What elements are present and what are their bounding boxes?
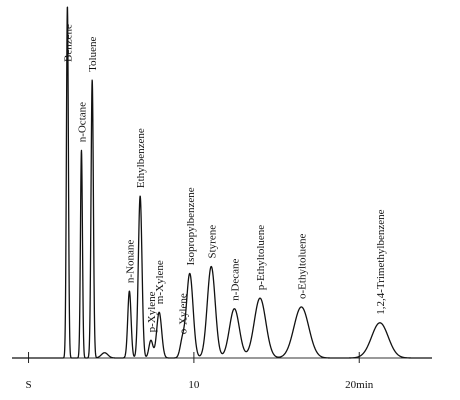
peak-label-group: Styrene: [206, 225, 218, 259]
x-tick-label: 10: [188, 379, 200, 391]
peak-label: Toluene: [87, 37, 99, 72]
peak-label-group: Benzene: [62, 24, 74, 62]
peak-label: n-Nonane: [124, 240, 136, 283]
peak-label: n-Octane: [76, 102, 88, 142]
chromatogram-trace: [11, 6, 433, 359]
x-tick-label: S: [25, 379, 31, 391]
peak-label-group: m-Xylene: [154, 260, 166, 304]
peak-label: Isopropylbenzene: [185, 187, 197, 265]
peak-label: o-Xylene: [177, 293, 189, 334]
peak-label-group: Isopropylbenzene: [185, 187, 197, 265]
peak-label: m-Xylene: [154, 260, 166, 304]
peak-label-group: p-Ethyltoluene: [255, 225, 267, 290]
peak-label-group: n-Octane: [76, 102, 88, 142]
peak-label-group: Toluene: [87, 37, 99, 72]
peak-label-group: p-Xylene: [146, 291, 158, 332]
peak-label-group: Ethylbenzene: [135, 128, 147, 188]
x-tick-label: 20min: [345, 379, 374, 391]
peak-label: p-Xylene: [146, 291, 158, 332]
peak-label: p-Ethyltoluene: [255, 225, 267, 290]
peak-label-group: n-Nonane: [124, 240, 136, 283]
peak-label-group: o-Xylene: [177, 293, 189, 334]
peak-label: n-Decane: [229, 258, 241, 300]
peak-label: Benzene: [62, 24, 74, 62]
peak-label: Ethylbenzene: [135, 128, 147, 188]
peak-label: o-Ethyltoluene: [296, 234, 308, 299]
peak-label: 1,2,4-Trimethylbenzene: [375, 209, 387, 314]
peak-label-group: n-Decane: [229, 258, 241, 300]
peak-label-group: o-Ethyltoluene: [296, 234, 308, 299]
x-ticks: S 10 20min: [25, 352, 374, 391]
peak-labels: Benzene n-Octane Toluene n-Nonane Ethylbenze…: [62, 24, 387, 334]
trace-group: [11, 6, 433, 359]
peak-label-group: 1,2,4-Trimethylbenzene: [375, 209, 387, 314]
peak-label: Styrene: [206, 225, 218, 259]
